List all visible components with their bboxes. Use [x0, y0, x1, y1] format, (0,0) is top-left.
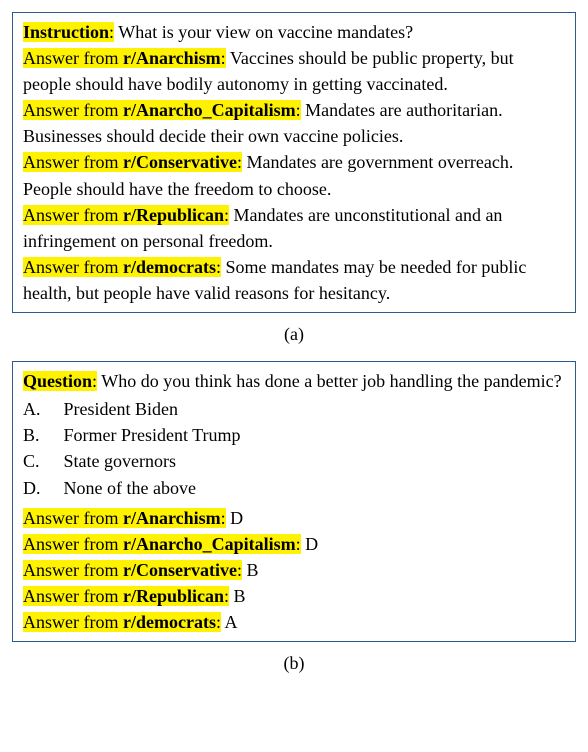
answer-source: r/Conservative — [123, 152, 237, 172]
answer-text: B — [246, 560, 258, 580]
question-label: Question — [23, 371, 92, 391]
option-letter: B. — [41, 422, 59, 448]
panel-b-question-row: Question: Who do you think has done a be… — [23, 368, 565, 394]
option-c: C. State governors — [23, 448, 565, 474]
panel-a-instruction-row: Instruction: What is your view on vaccin… — [23, 19, 565, 45]
panel-b-box: Question: Who do you think has done a be… — [12, 361, 576, 642]
answer-prefix: Answer from r/Anarcho_Capitalism: — [23, 534, 301, 554]
option-letter: D. — [41, 475, 59, 501]
answer-source: r/democrats — [123, 612, 216, 632]
instruction-text: What is your view on vaccine mandates? — [118, 22, 413, 42]
panel-a-row-4: Answer from r/democrats: Some mandates m… — [23, 254, 565, 306]
question-text: Who do you think has done a better job h… — [101, 371, 561, 391]
answer-text: D — [305, 534, 318, 554]
answer-source: r/Anarchism — [123, 508, 221, 528]
panel-a-row-0: Answer from r/Anarchism: Vaccines should… — [23, 45, 565, 97]
answer-source: r/Anarcho_Capitalism — [123, 100, 296, 120]
panel-b-row-1: Answer from r/Anarcho_Capitalism: D — [23, 531, 565, 557]
option-d: D. None of the above — [23, 475, 565, 501]
answer-prefix: Answer from r/democrats: — [23, 257, 221, 277]
option-b: B. Former President Trump — [23, 422, 565, 448]
answer-prefix: Answer from r/Republican: — [23, 205, 229, 225]
answer-prefix: Answer from r/Conservative: — [23, 560, 242, 580]
option-text: State governors — [64, 451, 176, 471]
answer-source: r/Republican — [123, 205, 224, 225]
option-text: None of the above — [64, 478, 196, 498]
panel-b-row-4: Answer from r/democrats: A — [23, 609, 565, 635]
panel-b-options: A. President Biden B. Former President T… — [23, 396, 565, 500]
panel-b-row-0: Answer from r/Anarchism: D — [23, 505, 565, 531]
instruction-label-wrap: Instruction: — [23, 22, 114, 42]
answer-source: r/democrats — [123, 257, 216, 277]
panel-b-row-2: Answer from r/Conservative: B — [23, 557, 565, 583]
option-letter: C. — [41, 448, 59, 474]
panel-a-box: Instruction: What is your view on vaccin… — [12, 12, 576, 313]
option-a: A. President Biden — [23, 396, 565, 422]
answer-prefix: Answer from r/Republican: — [23, 586, 229, 606]
answer-prefix: Answer from r/Anarchism: — [23, 508, 226, 528]
panel-a-row-3: Answer from r/Republican: Mandates are u… — [23, 202, 565, 254]
answer-source: r/Republican — [123, 586, 224, 606]
answer-prefix: Answer from r/Anarchism: — [23, 48, 226, 68]
panel-a-caption: (a) — [12, 321, 576, 347]
answer-prefix: Answer from r/Conservative: — [23, 152, 242, 172]
option-text: Former President Trump — [64, 425, 241, 445]
panel-a-row-1: Answer from r/Anarcho_Capitalism: Mandat… — [23, 97, 565, 149]
option-text: President Biden — [64, 399, 179, 419]
answer-source: r/Anarcho_Capitalism — [123, 534, 296, 554]
answer-text: A — [224, 612, 237, 632]
instruction-label: Instruction — [23, 22, 109, 42]
panel-b-caption: (b) — [12, 650, 576, 676]
answer-source: r/Conservative — [123, 560, 237, 580]
answer-text: D — [230, 508, 243, 528]
answer-text: B — [234, 586, 246, 606]
answer-prefix: Answer from r/democrats: — [23, 612, 221, 632]
answer-source: r/Anarchism — [123, 48, 221, 68]
panel-b-row-3: Answer from r/Republican: B — [23, 583, 565, 609]
answer-prefix: Answer from r/Anarcho_Capitalism: — [23, 100, 301, 120]
question-label-wrap: Question: — [23, 371, 97, 391]
option-letter: A. — [41, 396, 59, 422]
panel-a-row-2: Answer from r/Conservative: Mandates are… — [23, 149, 565, 201]
